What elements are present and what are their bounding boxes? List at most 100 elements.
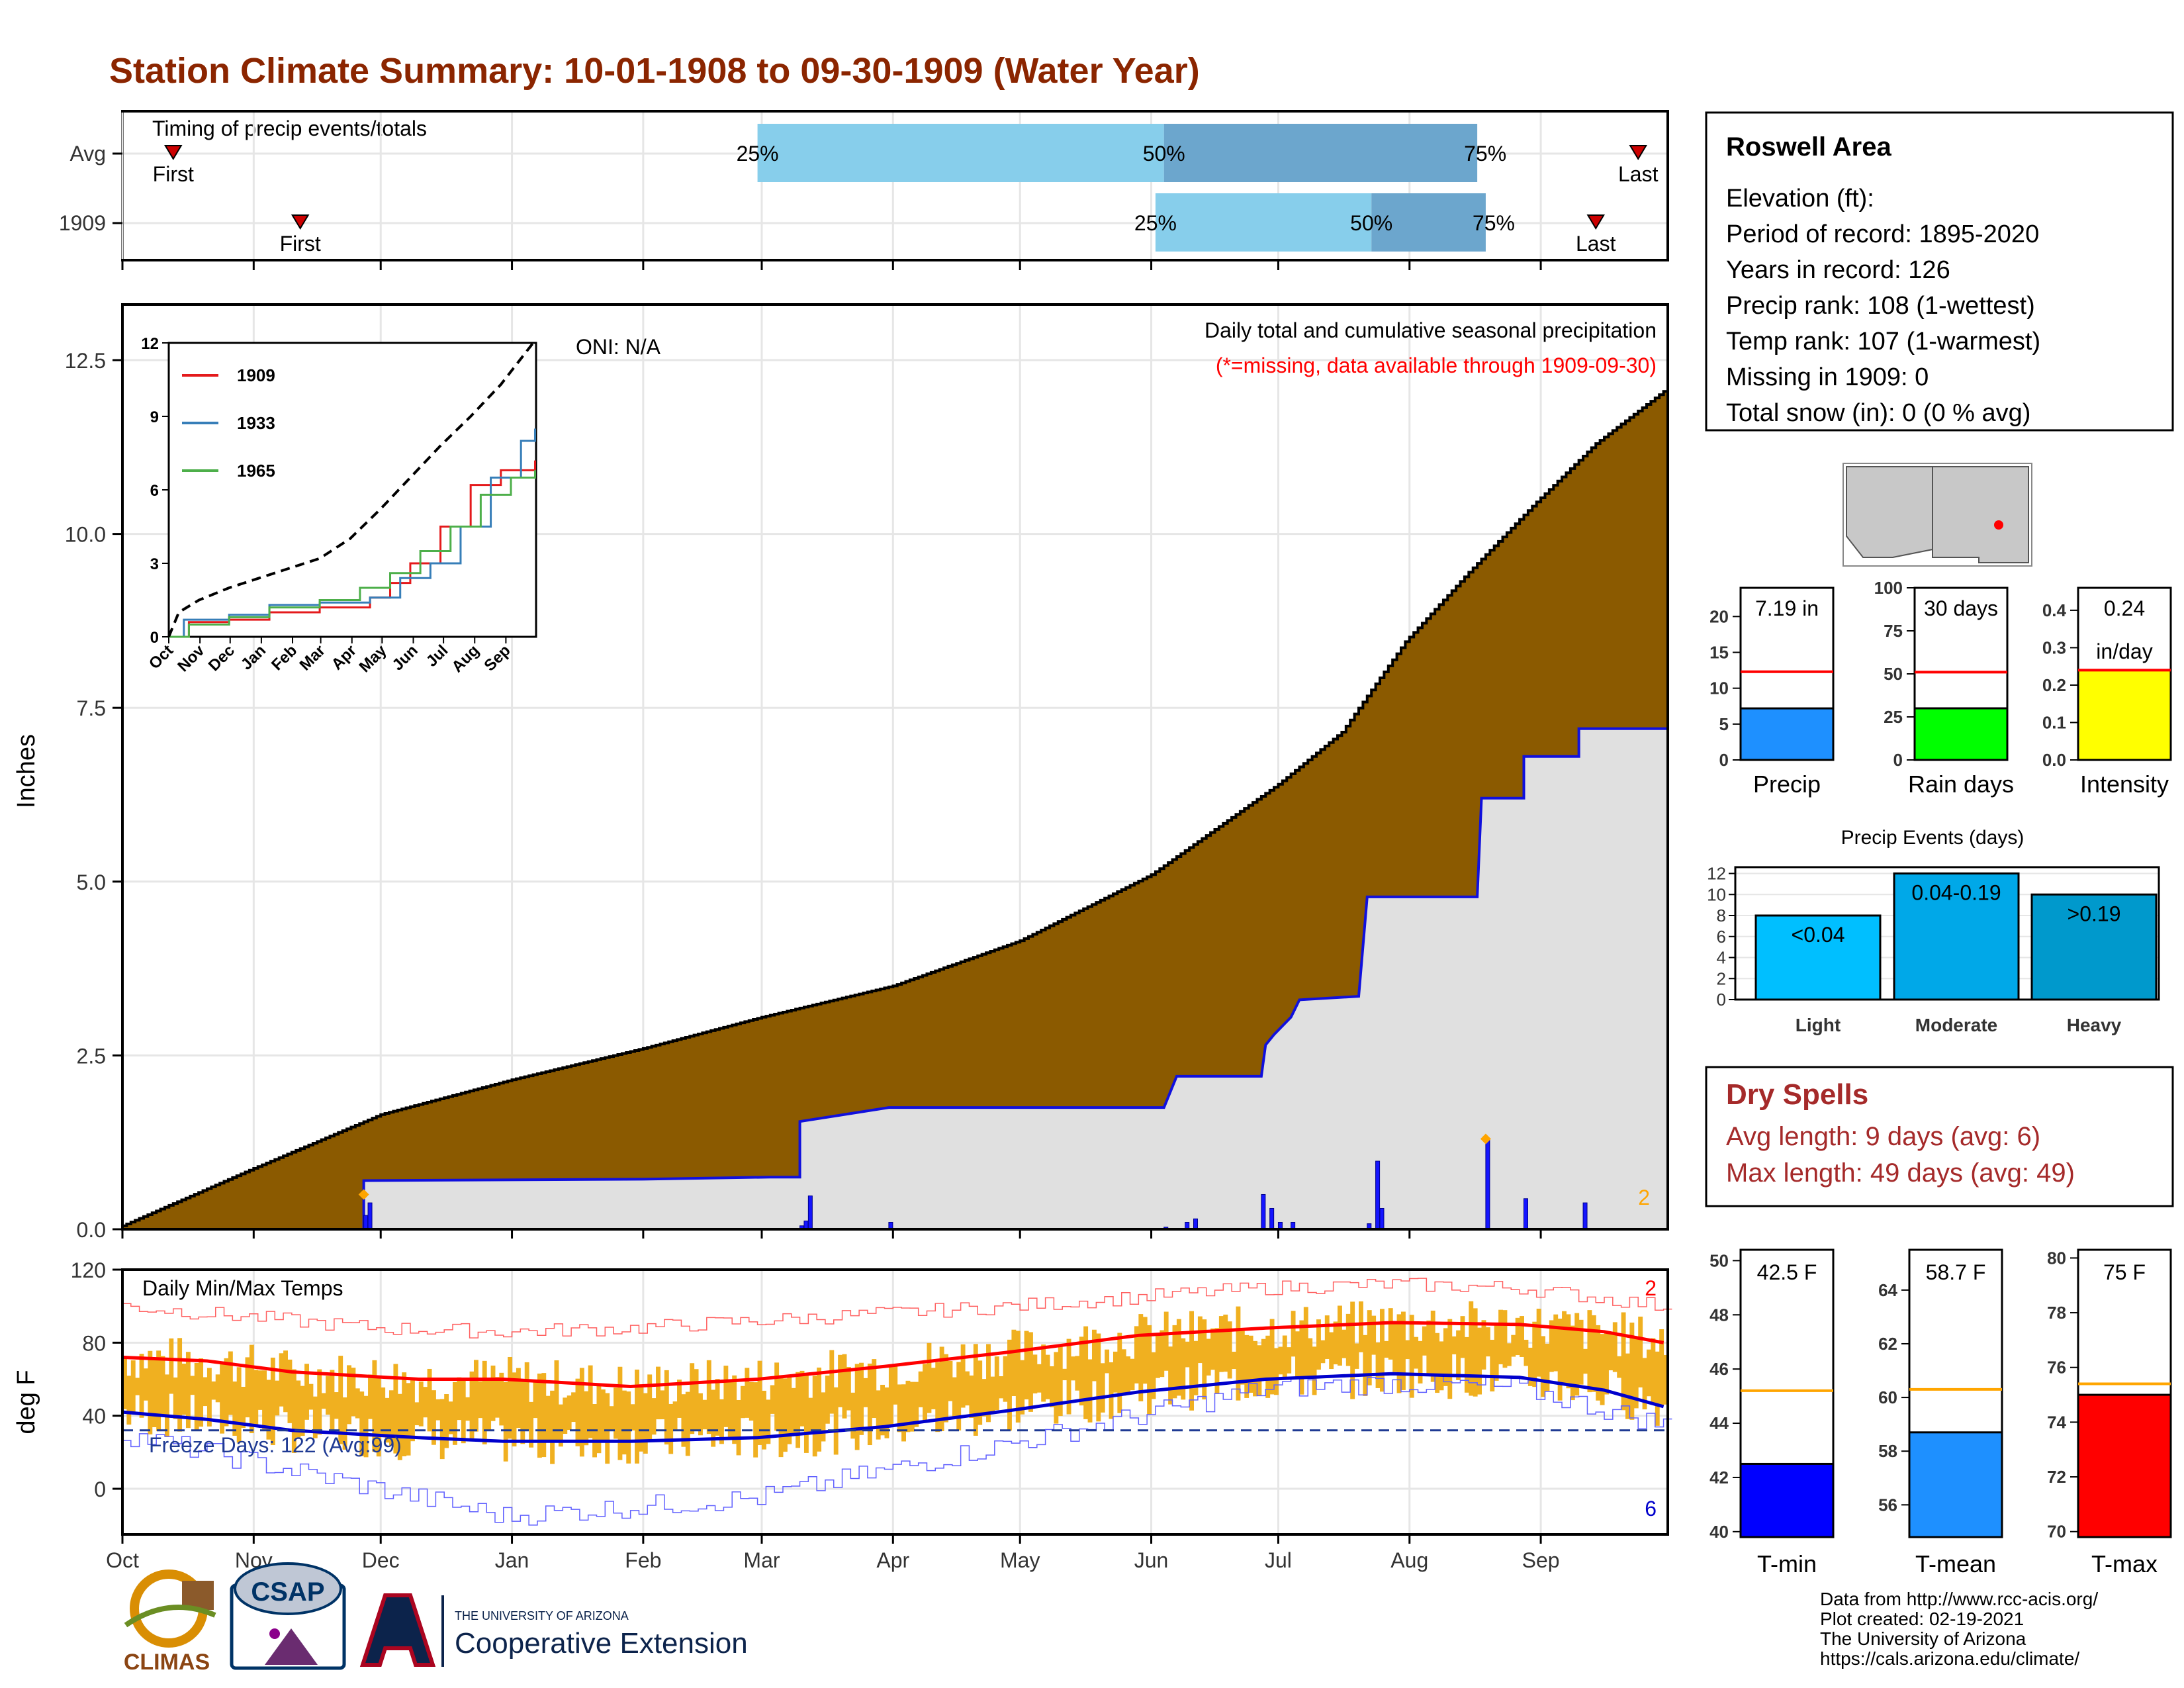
oni-label: ONI: N/A [576, 335, 661, 359]
daily-temp-range [1036, 1364, 1042, 1393]
daily-temp-range [821, 1392, 826, 1442]
timing-panel: Timing of precip events/totals Avg 25% 50%… [59, 110, 1669, 270]
daily-temp-range [1303, 1307, 1308, 1376]
summary-bar-fill [1739, 707, 1835, 761]
daily-temp-range [1240, 1331, 1245, 1385]
daily-temp-range [1109, 1362, 1114, 1419]
daily-temp-range [1570, 1325, 1575, 1401]
events-ytick-label: 4 [1717, 948, 1726, 968]
daily-temp-range [410, 1380, 415, 1442]
daily-temp-range [1566, 1314, 1571, 1389]
daily-temp-range [1367, 1310, 1372, 1385]
daily-temp-range [833, 1387, 839, 1455]
dry-spells-title: Dry Spells [1726, 1078, 1868, 1111]
daily-temp-range [499, 1372, 504, 1426]
month-label: Aug [1390, 1548, 1428, 1572]
daily-temp-range [317, 1369, 322, 1435]
daily-temp-range [177, 1338, 183, 1432]
credit-line: Data from http://www.rcc-acis.org/ [1820, 1589, 2098, 1609]
summary-bar-tick-label: 0.4 [2042, 600, 2067, 620]
temp-bar-tick-label: 50 [1709, 1250, 1729, 1270]
first-event-label: First [280, 232, 321, 256]
precip-frame [121, 303, 1669, 1231]
daily-temp-range [503, 1382, 508, 1462]
daily-temp-range [1265, 1335, 1271, 1398]
daily-temp-range [1350, 1301, 1355, 1399]
summary-bar-label: Rain days [1908, 771, 2014, 798]
daily-temp-range [1345, 1313, 1351, 1366]
daily-temp-range [1426, 1320, 1432, 1374]
month-label: Mar [743, 1548, 780, 1572]
daily-precip-bar [367, 1202, 373, 1230]
daily-temp-range [490, 1365, 496, 1421]
daily-temp-range [1253, 1340, 1257, 1397]
summary-bar-fill [1913, 707, 2009, 761]
state-map [1843, 463, 2032, 567]
daily-temp-range [249, 1344, 254, 1434]
daily-temp-range [1363, 1335, 1368, 1396]
month-label: Dec [362, 1548, 400, 1572]
daily-temp-range [596, 1385, 602, 1454]
daily-temp-range [1583, 1348, 1588, 1374]
daily-temp-range [944, 1354, 948, 1423]
daily-temp-range [1587, 1310, 1592, 1393]
daily-temp-range [1100, 1363, 1105, 1413]
daily-temp-range [469, 1371, 475, 1440]
daily-temp-range [1574, 1313, 1580, 1396]
daily-temp-range [1126, 1356, 1131, 1394]
daily-temp-range [406, 1383, 411, 1456]
summary-bar-fill [2077, 669, 2172, 761]
inset-ytick-label: 6 [150, 482, 159, 500]
csap-wordmark: CSAP [251, 1577, 324, 1607]
summary-bar-tick-label: 0 [1893, 750, 1903, 770]
daily-temp-range [308, 1383, 314, 1410]
precip-ytick-label: 10.0 [65, 523, 106, 547]
daily-temp-range [1451, 1336, 1457, 1354]
daily-temp-range [761, 1390, 766, 1450]
climas-wordmark: CLIMAS [124, 1650, 210, 1675]
daily-temp-range [1418, 1340, 1423, 1383]
daily-temp-range [1400, 1311, 1406, 1390]
ua-divider [441, 1595, 444, 1667]
daily-temp-range [1147, 1325, 1152, 1415]
daily-temp-range [432, 1390, 436, 1445]
timing-p25-label: 25% [1134, 211, 1177, 235]
station-info-line: Period of record: 1895-2020 [1726, 220, 2039, 248]
daily-temp-range [1578, 1319, 1584, 1385]
temp-bar-tick-label: 46 [1709, 1359, 1729, 1379]
daily-temp-range [1248, 1335, 1253, 1393]
daily-temp-range [494, 1377, 500, 1418]
daily-temp-range [533, 1382, 538, 1419]
daily-temp-range [508, 1356, 513, 1439]
daily-temp-range [1011, 1329, 1017, 1396]
daily-temp-range [1659, 1329, 1664, 1406]
month-axis: Oct Nov Dec Jan Feb Mar Apr May Jun Jul Aug Sep [106, 1229, 1560, 1572]
daily-temp-range [909, 1382, 915, 1432]
precip-ylabel: Inches [13, 734, 40, 808]
daily-temp-range [402, 1372, 407, 1456]
station-info-box: Roswell Area Elevation (ft): Period of re… [1705, 111, 2174, 432]
daily-temp-range [567, 1395, 572, 1430]
daily-temp-range [1469, 1301, 1474, 1396]
daily-temp-range [888, 1366, 893, 1425]
summary-bar-tick-label: 75 [1884, 621, 1903, 641]
daily-temp-range [368, 1374, 373, 1419]
daily-temp-range [1032, 1354, 1038, 1393]
events-bar-label: Light [1796, 1015, 1841, 1035]
daily-temp-range [850, 1392, 856, 1439]
daily-temp-range [799, 1370, 805, 1427]
daily-temp-range [766, 1399, 771, 1444]
daily-temp-range [1456, 1330, 1461, 1380]
daily-temp-range [1502, 1310, 1508, 1368]
daily-temp-range [283, 1350, 288, 1413]
daily-temp-range [749, 1382, 754, 1421]
daily-temp-range [1617, 1356, 1622, 1378]
temp-bar-fill [1908, 1431, 2003, 1538]
ua-a-mark [359, 1593, 436, 1667]
daily-temp-range [439, 1399, 445, 1460]
temperature-bars: 40 42 44 46 48 50 42.5 F T-min 56 58 60 62 64 58.7 F T… [1709, 1248, 2172, 1577]
inset-ytick-label: 3 [150, 555, 159, 573]
page-title: Station Climate Summary: 10-01-1908 to 0… [109, 51, 1200, 91]
timing-bar-50-75 [1371, 193, 1486, 252]
daily-temp-range [164, 1374, 169, 1437]
